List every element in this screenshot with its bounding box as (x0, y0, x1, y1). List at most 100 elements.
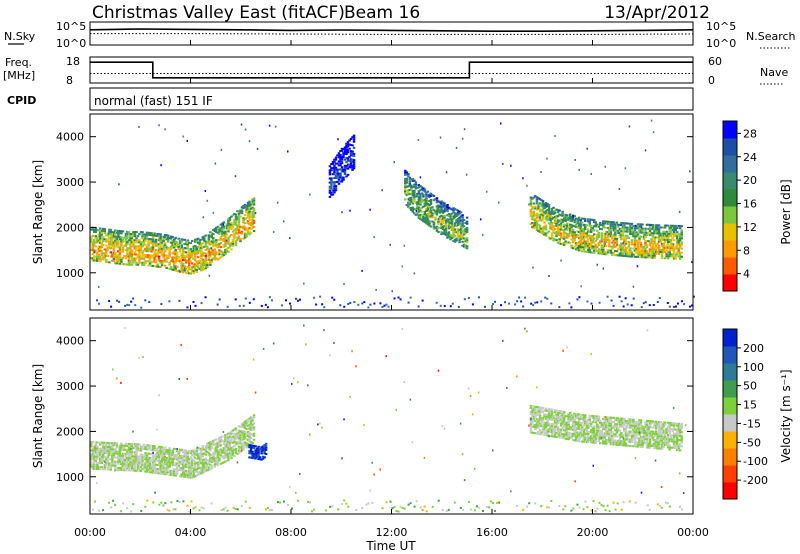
power-cell (330, 167, 333, 170)
velocity-cell (543, 423, 546, 426)
power-cell (446, 210, 449, 213)
velocity-cell (166, 451, 170, 454)
velocity-cell (593, 427, 596, 430)
power-cell (345, 161, 348, 164)
velocity-cell (219, 440, 223, 443)
power-cell (423, 221, 427, 224)
velocity-cell (558, 428, 561, 431)
power-cell (593, 229, 596, 232)
power-cell (414, 201, 418, 204)
power-cell (444, 219, 448, 222)
power-cell (668, 232, 671, 235)
power-cell (96, 239, 99, 242)
power-cell (186, 247, 189, 250)
power-cell (240, 208, 244, 211)
power-cell (586, 234, 590, 237)
power-cell (452, 215, 455, 218)
velocity-cell (571, 424, 575, 427)
power-cell (644, 244, 647, 247)
power-cell (195, 264, 199, 267)
velocity-cell (180, 461, 183, 464)
power-cell (671, 237, 674, 240)
velocity-cell (230, 457, 233, 460)
power-cell (414, 185, 418, 188)
velocity-cell (606, 434, 610, 437)
power-cell (201, 238, 205, 241)
power-cell (576, 246, 579, 249)
velocity-cell (224, 436, 227, 439)
velocity-cell (605, 426, 608, 429)
velocity-cell (191, 474, 194, 477)
power-cell (671, 253, 674, 256)
velocity-cell (654, 432, 658, 435)
power-cell (638, 253, 641, 256)
power-cell (504, 301, 507, 304)
power-cell (535, 200, 539, 203)
power-cell (578, 168, 580, 171)
power-cell (270, 299, 273, 302)
velocity-cell (96, 467, 99, 470)
velocity-cell (151, 449, 155, 452)
power-cell (105, 258, 108, 261)
velocity-cell (638, 439, 641, 442)
power-cell (369, 303, 372, 306)
power-cell (452, 231, 455, 234)
velocity-cell (114, 460, 117, 463)
velocity-cell (174, 468, 177, 471)
power-cell (180, 260, 183, 263)
power-cell (580, 242, 584, 245)
velocity-cell (580, 422, 584, 425)
power-cell (162, 244, 165, 247)
velocity-cell (156, 472, 159, 475)
power-cell (618, 223, 622, 226)
power-cell (215, 226, 218, 229)
velocity-cell (540, 421, 543, 424)
power-cell (589, 230, 593, 233)
power-cell (632, 231, 635, 234)
power-cell (458, 216, 461, 219)
velocity-cell (174, 464, 177, 467)
velocity-cell (621, 425, 625, 428)
power-cell (195, 240, 199, 243)
velocity-cell (555, 413, 558, 416)
power-cell (123, 263, 126, 266)
power-cell (453, 222, 457, 225)
velocity-cell (249, 443, 253, 446)
power-cell (429, 198, 433, 201)
velocity-cell (240, 423, 244, 426)
velocity-cell (94, 445, 98, 448)
power-cell (157, 265, 161, 268)
power-cell (345, 165, 348, 168)
velocity-cell (168, 451, 171, 454)
velocity-cell (632, 418, 635, 421)
power-cell (666, 246, 669, 249)
power-cell (606, 230, 610, 233)
velocity-cell (93, 445, 96, 448)
power-cell (535, 220, 539, 223)
power-cell (597, 250, 601, 253)
velocity-cell (234, 429, 238, 432)
power-cell (336, 176, 339, 179)
power-cell (336, 154, 339, 157)
power-cell (591, 227, 594, 230)
power-cell (154, 261, 158, 264)
velocity-cell (180, 459, 183, 462)
power-cell (644, 256, 647, 259)
velocity-cell (124, 442, 128, 445)
power-cell (434, 226, 437, 229)
power-cell (668, 234, 671, 237)
velocity-cell (90, 463, 93, 466)
power-cell (558, 242, 561, 245)
power-cell (662, 249, 665, 252)
velocity-cell (550, 433, 554, 436)
velocity-cell (535, 405, 539, 408)
velocity-cell (608, 440, 611, 443)
power-cell (159, 266, 162, 269)
velocity-cell (650, 434, 653, 437)
power-cell (666, 255, 670, 258)
velocity-cell (103, 468, 107, 471)
power-cell (576, 248, 579, 251)
power-cell (109, 251, 113, 254)
power-cell (207, 234, 211, 237)
velocity-cell (177, 456, 180, 459)
